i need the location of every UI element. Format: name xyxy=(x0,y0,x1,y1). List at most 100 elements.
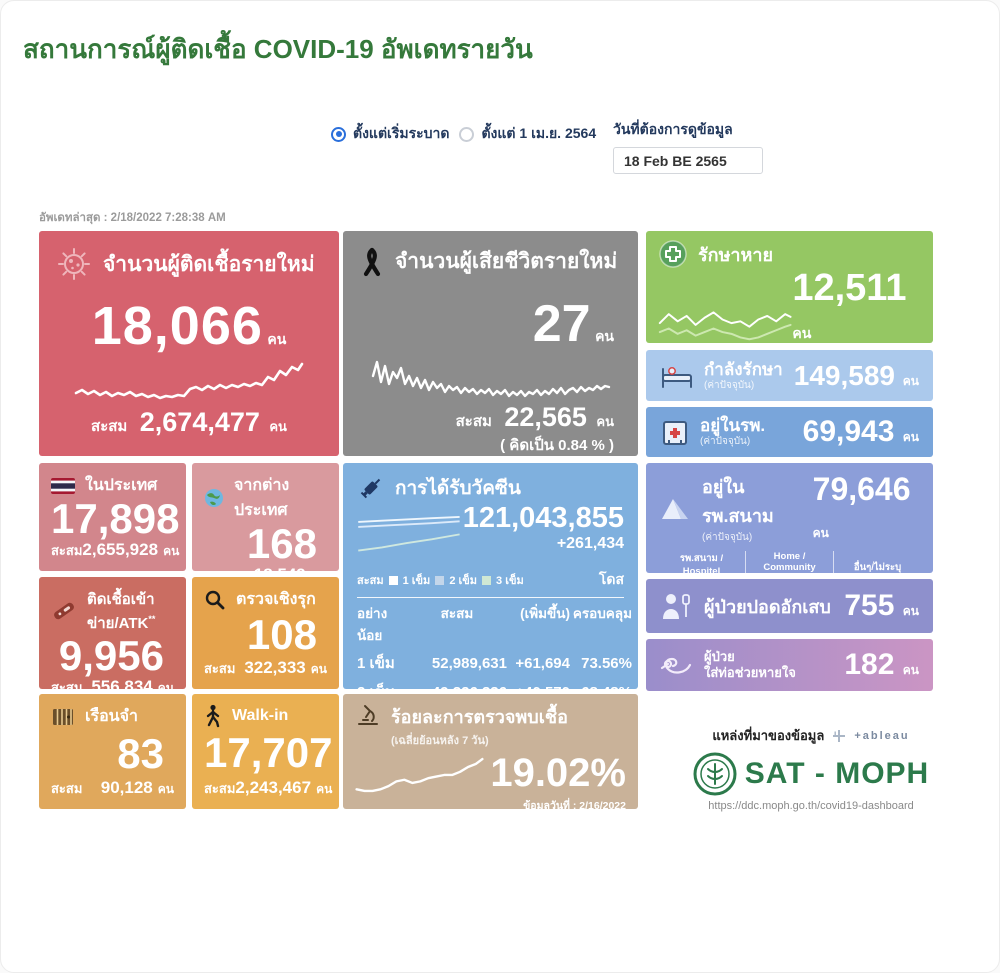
card-treating: กำลังรักษา (ค่าปัจจุบัน) 149,589 คน xyxy=(646,350,933,401)
prison-cum-value: 90,128 xyxy=(100,778,153,797)
prison-value: 83 xyxy=(117,729,164,777)
deaths-cum-label: สะสม xyxy=(455,413,492,430)
card-atk: ติดเชื้อเข้าข่าย/ATK** 9,956 สะสม 556,83… xyxy=(39,577,186,689)
field-hospital-value: 79,646 xyxy=(812,471,911,507)
vaccine-title: การได้รับวัคซีน xyxy=(395,478,521,499)
globe-icon xyxy=(204,488,224,508)
new-cases-sparkline xyxy=(74,362,304,400)
patient-iv-icon xyxy=(660,591,694,621)
radio-since-april[interactable]: ตั้งแต่ 1 เม.ย. 2564 xyxy=(459,123,596,145)
vx-header-dose: อย่างน้อย xyxy=(357,606,388,643)
radio-since-outbreak[interactable]: ตั้งแต่เริ่มระบาด xyxy=(331,123,449,145)
thai-flag-icon xyxy=(51,477,75,494)
moph-org-name: SAT - MOPH xyxy=(744,757,930,790)
vaccine-legend-label: สะสม xyxy=(357,575,384,587)
positive-rate-title: ร้อยละการตรวจพบเชื้อ xyxy=(391,707,568,727)
field-col-hospitel-label: รพ.สนาม / Hospitel xyxy=(679,553,724,573)
card-walkin: Walk-in 17,707 สะสม 2,243,467 คน xyxy=(192,694,339,809)
vx-header-delta: (เพิ่มขึ้น) xyxy=(520,606,570,621)
walkin-cum-unit: คน xyxy=(316,782,333,796)
pneumonia-unit: คน xyxy=(902,604,919,618)
radio-unselected-icon[interactable] xyxy=(459,126,475,142)
dose2-swatch xyxy=(435,575,445,585)
proactive-cum-unit: คน xyxy=(310,662,327,676)
new-cases-cum-label: สะสม xyxy=(91,418,128,435)
field-col-other-label: อื่นๆ/ไม่ระบุ xyxy=(853,562,902,573)
vx-row1-coverage: 73.56% xyxy=(581,655,632,672)
atk-cum-label: สะสม xyxy=(51,680,83,689)
abroad-cum-label: สะสม xyxy=(204,565,235,571)
card-positive-rate: ร้อยละการตรวจพบเชื้อ (เฉลี่ยย้อนหลัง 7 ว… xyxy=(343,694,638,809)
medical-cross-icon xyxy=(658,239,688,269)
card-deaths: จำนวนผู้เสียชีวิตรายใหม่ 27 คน สะสม 22,5… xyxy=(343,231,638,456)
positive-rate-subtitle: (เฉลี่ยย้อนหลัง 7 วัน) xyxy=(391,735,489,747)
deaths-unit: คน xyxy=(595,328,614,344)
atk-title-sup: ** xyxy=(148,614,156,624)
intubated-title-line2: ใส่ท่อช่วยหายใจ xyxy=(704,665,796,680)
positive-rate-sparkline xyxy=(355,757,484,793)
data-source-block: แหล่งที่มาของข้อมูล +ableau xyxy=(691,725,931,812)
treating-title: กำลังรักษา xyxy=(704,359,783,379)
dose2-legend: 2 เข็ม xyxy=(449,575,478,587)
card-field-hospital: อยู่ในรพ.สนาม (ค่าปัจจุบัน) 79,646 คน รพ… xyxy=(646,463,933,573)
card-vaccine: การได้รับวัคซีน 121,043,855 +261,434 สะส… xyxy=(343,463,638,689)
recovered-title: รักษาหาย xyxy=(698,244,774,265)
atk-title: ติดเชื้อเข้าข่าย/ATK xyxy=(87,591,155,632)
vx-header-total: สะสม xyxy=(440,606,474,621)
card-abroad: จากต่างประเทศ 168 สะสม 18,549 คน xyxy=(192,463,339,571)
domestic-cum-unit: คน xyxy=(163,544,180,558)
vaccine-unit: โดส xyxy=(598,571,624,587)
prison-cum-unit: คน xyxy=(157,782,174,796)
field-col-home-label: Home / Community Isolation xyxy=(763,551,816,573)
treating-subtitle: (ค่าปัจจุบัน) xyxy=(704,379,755,391)
radio-selected-icon[interactable] xyxy=(331,126,346,142)
vx-row1-delta: +61,694 xyxy=(515,655,570,672)
moph-seal-icon xyxy=(693,752,737,796)
deaths-sparkline xyxy=(371,360,610,398)
abroad-value: 168 xyxy=(246,520,317,567)
radio-since-outbreak-label[interactable]: ตั้งแต่เริ่มระบาด xyxy=(353,125,450,141)
vx-row1-total: 52,989,631 xyxy=(431,655,507,672)
page-title: สถานการณ์ผู้ติดเชื้อ COVID-19 อัพเดทรายว… xyxy=(23,34,533,64)
vaccine-sparkline xyxy=(358,516,460,552)
domestic-title: ในประเทศ xyxy=(85,477,158,494)
in-hospital-value: 69,943 xyxy=(802,415,895,448)
treating-unit: คน xyxy=(902,373,919,388)
vaccine-value: 121,043,855 xyxy=(462,502,624,534)
hospital-building-icon xyxy=(660,418,690,446)
in-hospital-subtitle: (ค่าปัจจุบัน) xyxy=(700,436,751,448)
vx-row2-delta: +40,570 xyxy=(507,684,570,689)
pneumonia-value: 755 xyxy=(844,589,895,622)
deaths-cum-unit: คน xyxy=(596,414,614,429)
walkin-cum-label: สะสม xyxy=(204,781,236,796)
intubated-title-line1: ผู้ป่วย xyxy=(704,649,735,665)
range-filter: ตั้งแต่เริ่มระบาด ตั้งแต่ 1 เม.ย. 2564 xyxy=(331,123,596,145)
card-proactive: ตรวจเชิงรุก 108 สะสม 322,333 คน xyxy=(192,577,339,689)
vx-row2-total: 49,326,336 xyxy=(407,684,507,689)
vx-row2-dose: 2 เข็ม xyxy=(357,680,407,689)
field-col-home-isolation: Home / Community Isolation 31,452 xyxy=(745,551,833,573)
dose1-legend: 1 เข็ม xyxy=(402,575,431,587)
intubated-value: 182 xyxy=(844,648,895,681)
proactive-cum-value: 322,333 xyxy=(244,658,306,677)
prison-title: เรือนจำ xyxy=(85,708,138,725)
vaccine-divider xyxy=(357,597,624,598)
abroad-cum-value: 18,549 xyxy=(254,565,306,571)
recovered-sparkline xyxy=(658,311,792,341)
date-input[interactable] xyxy=(613,147,763,174)
atk-cum-unit: คน xyxy=(157,681,174,689)
radio-since-april-label[interactable]: ตั้งแต่ 1 เม.ย. 2564 xyxy=(481,125,597,141)
domestic-value: 17,898 xyxy=(51,495,180,542)
walkin-value: 17,707 xyxy=(204,729,333,776)
vx-row1-dose: 1 เข็ม xyxy=(357,655,395,672)
intubated-unit: คน xyxy=(902,663,919,677)
treating-value: 149,589 xyxy=(793,359,895,391)
atk-value: 9,956 xyxy=(58,632,164,679)
card-prison: เรือนจำ 83 สะสม 90,128 คน xyxy=(39,694,186,809)
in-hospital-unit: คน xyxy=(902,430,919,444)
card-domestic: ในประเทศ 17,898 สะสม 2,655,928 คน xyxy=(39,463,186,571)
field-col-other: อื่นๆ/ไม่ระบุ 1,369 xyxy=(833,551,921,573)
vx-row2-coverage: 68.48% xyxy=(570,684,632,689)
ribbon-icon xyxy=(359,247,385,277)
